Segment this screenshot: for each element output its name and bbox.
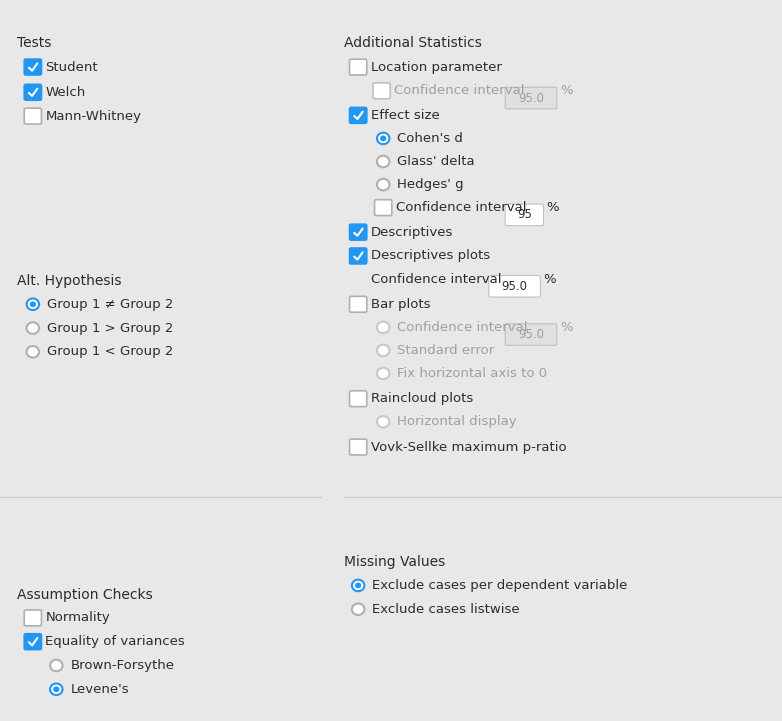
Text: Fix horizontal axis to 0: Fix horizontal axis to 0 bbox=[397, 367, 547, 380]
Circle shape bbox=[377, 322, 389, 333]
Text: Hedges' g: Hedges' g bbox=[397, 178, 464, 191]
FancyBboxPatch shape bbox=[24, 84, 41, 100]
Text: 95: 95 bbox=[517, 208, 532, 221]
FancyBboxPatch shape bbox=[350, 107, 367, 123]
Text: Exclude cases per dependent variable: Exclude cases per dependent variable bbox=[372, 579, 628, 592]
Text: Group 1 > Group 2: Group 1 > Group 2 bbox=[47, 322, 174, 335]
FancyBboxPatch shape bbox=[350, 248, 367, 264]
Text: Group 1 < Group 2: Group 1 < Group 2 bbox=[47, 345, 174, 358]
Circle shape bbox=[50, 684, 63, 695]
Text: Exclude cases listwise: Exclude cases listwise bbox=[372, 603, 520, 616]
Text: 95.0: 95.0 bbox=[518, 92, 544, 105]
Text: Cohen's d: Cohen's d bbox=[397, 132, 463, 145]
Text: %: % bbox=[561, 321, 573, 334]
Text: Confidence interval: Confidence interval bbox=[396, 201, 526, 214]
Text: Missing Values: Missing Values bbox=[344, 555, 445, 570]
Text: Welch: Welch bbox=[45, 86, 85, 99]
Text: Standard error: Standard error bbox=[397, 344, 494, 357]
Text: Group 1 ≠ Group 2: Group 1 ≠ Group 2 bbox=[47, 298, 174, 311]
FancyBboxPatch shape bbox=[505, 87, 557, 109]
Text: Vovk-Sellke maximum p-ratio: Vovk-Sellke maximum p-ratio bbox=[371, 441, 566, 454]
Text: Alt. Hypothesis: Alt. Hypothesis bbox=[17, 274, 122, 288]
Circle shape bbox=[30, 301, 36, 307]
Text: Horizontal display: Horizontal display bbox=[397, 415, 517, 428]
Text: Normality: Normality bbox=[45, 611, 110, 624]
Text: %: % bbox=[543, 273, 556, 286]
Circle shape bbox=[27, 346, 39, 358]
Text: Brown-Forsythe: Brown-Forsythe bbox=[70, 659, 174, 672]
Text: Equality of variances: Equality of variances bbox=[45, 635, 185, 648]
Circle shape bbox=[355, 583, 361, 588]
Text: Tests: Tests bbox=[17, 36, 52, 50]
Text: %: % bbox=[547, 201, 559, 214]
Text: %: % bbox=[561, 84, 573, 97]
Text: Mann-Whitney: Mann-Whitney bbox=[45, 110, 142, 123]
Text: Descriptives plots: Descriptives plots bbox=[371, 249, 490, 262]
Text: Location parameter: Location parameter bbox=[371, 61, 501, 74]
FancyBboxPatch shape bbox=[505, 204, 543, 226]
Circle shape bbox=[377, 156, 389, 167]
Circle shape bbox=[352, 580, 364, 591]
FancyBboxPatch shape bbox=[24, 59, 41, 75]
FancyBboxPatch shape bbox=[373, 83, 390, 99]
FancyBboxPatch shape bbox=[24, 634, 41, 650]
Circle shape bbox=[352, 603, 364, 615]
Circle shape bbox=[377, 179, 389, 190]
FancyBboxPatch shape bbox=[505, 324, 557, 345]
FancyBboxPatch shape bbox=[24, 108, 41, 124]
Circle shape bbox=[50, 660, 63, 671]
Text: Bar plots: Bar plots bbox=[371, 298, 430, 311]
Text: Effect size: Effect size bbox=[371, 109, 439, 122]
Text: Raincloud plots: Raincloud plots bbox=[371, 392, 473, 405]
FancyBboxPatch shape bbox=[350, 224, 367, 240]
FancyBboxPatch shape bbox=[350, 439, 367, 455]
FancyBboxPatch shape bbox=[350, 391, 367, 407]
Circle shape bbox=[377, 133, 389, 144]
FancyBboxPatch shape bbox=[350, 296, 367, 312]
Text: Confidence interval: Confidence interval bbox=[371, 273, 501, 286]
Text: Glass' delta: Glass' delta bbox=[397, 155, 475, 168]
Text: Levene's: Levene's bbox=[70, 683, 129, 696]
Circle shape bbox=[377, 416, 389, 428]
FancyBboxPatch shape bbox=[350, 59, 367, 75]
Circle shape bbox=[380, 136, 386, 141]
Text: 95.0: 95.0 bbox=[518, 328, 544, 341]
Text: Confidence interval: Confidence interval bbox=[394, 84, 525, 97]
Circle shape bbox=[27, 298, 39, 310]
FancyBboxPatch shape bbox=[489, 275, 540, 297]
Circle shape bbox=[377, 368, 389, 379]
Text: Student: Student bbox=[45, 61, 98, 74]
Text: Confidence interval: Confidence interval bbox=[397, 321, 528, 334]
FancyBboxPatch shape bbox=[24, 610, 41, 626]
Text: Additional Statistics: Additional Statistics bbox=[344, 36, 482, 50]
Text: Assumption Checks: Assumption Checks bbox=[17, 588, 153, 602]
Circle shape bbox=[27, 322, 39, 334]
Text: 95.0: 95.0 bbox=[501, 280, 528, 293]
Circle shape bbox=[53, 686, 59, 692]
Text: Descriptives: Descriptives bbox=[371, 226, 453, 239]
FancyBboxPatch shape bbox=[375, 200, 392, 216]
Circle shape bbox=[377, 345, 389, 356]
